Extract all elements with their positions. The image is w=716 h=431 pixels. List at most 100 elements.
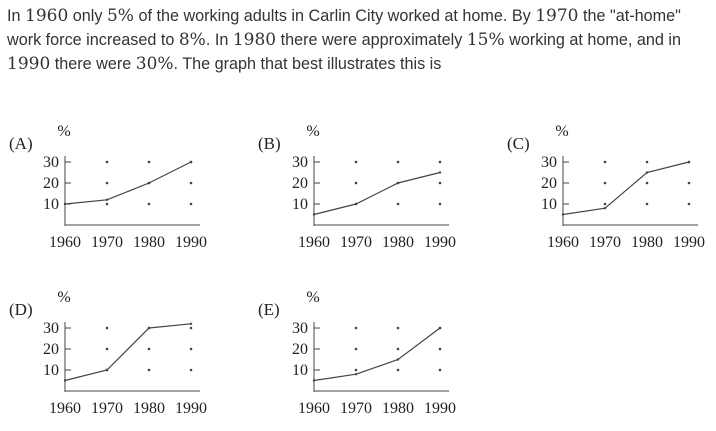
grid-dot bbox=[147, 368, 151, 372]
option-label: (A) bbox=[9, 134, 33, 153]
x-tick-label: 1970 bbox=[91, 234, 123, 251]
data-point bbox=[147, 181, 151, 185]
y-tick-label: 20 bbox=[43, 175, 59, 192]
grid-dot bbox=[438, 347, 442, 351]
y-tick-label: 10 bbox=[292, 362, 308, 379]
y-tick-label: 10 bbox=[43, 362, 59, 379]
chart-svg: (C)% 10 20 30 1960 1970 1980 1990 bbox=[507, 123, 705, 251]
x-tick-label: 1970 bbox=[589, 234, 621, 251]
grid-dot bbox=[687, 181, 691, 185]
grid-dot bbox=[147, 202, 151, 206]
grid-dot bbox=[603, 181, 607, 185]
x-tick-label: 1970 bbox=[91, 400, 123, 417]
grid-dot bbox=[396, 202, 400, 206]
option-e-chart[interactable]: (E)% 10 20 30 1960 1970 1980 1990 bbox=[256, 282, 486, 422]
x-tick-label: 1980 bbox=[133, 234, 165, 251]
grid-dot bbox=[105, 347, 109, 351]
grid-dot bbox=[189, 326, 193, 330]
grid-dot bbox=[189, 181, 193, 185]
grid-dot bbox=[354, 326, 358, 330]
series-line bbox=[64, 161, 192, 205]
grid-dot bbox=[189, 368, 193, 372]
y-axis-label: % bbox=[57, 123, 70, 140]
data-point bbox=[312, 213, 316, 216]
data-point bbox=[438, 326, 442, 330]
y-tick-label: 20 bbox=[541, 175, 557, 192]
question-text-segment: In bbox=[7, 7, 25, 25]
x-tick-label: 1970 bbox=[340, 234, 372, 251]
data-point bbox=[105, 368, 109, 372]
option-a-chart[interactable]: (A)% 10 20 30 1960 1970 1980 1990 bbox=[7, 116, 237, 256]
question-number: 1960 bbox=[25, 6, 69, 26]
y-axis-label: % bbox=[57, 289, 70, 306]
grid-dot bbox=[438, 181, 442, 185]
question-text-segment: only bbox=[68, 7, 107, 25]
option-b-chart[interactable]: (B)% 10 20 30 1960 1970 1980 1990 bbox=[256, 116, 486, 256]
grid-dot bbox=[687, 202, 691, 206]
y-tick-label: 30 bbox=[43, 320, 59, 337]
grid-dot bbox=[396, 160, 400, 164]
question-text-segment: . In bbox=[205, 31, 233, 49]
grid-dot bbox=[354, 160, 358, 164]
data-point bbox=[645, 171, 649, 174]
grid-dot bbox=[354, 347, 358, 351]
x-tick-label: 1960 bbox=[49, 234, 81, 251]
question-text-segment: there were approximately bbox=[276, 31, 467, 49]
data-point bbox=[396, 358, 400, 361]
chart-svg: (D)% 10 20 30 1960 1970 1980 1990 bbox=[9, 289, 207, 417]
chart-svg: (A)% 10 20 30 1960 1970 1980 1990 bbox=[9, 123, 207, 251]
question-text-segment: . The graph that best illustrates this i… bbox=[173, 55, 442, 73]
x-tick-label: 1990 bbox=[424, 400, 456, 417]
data-point bbox=[438, 171, 442, 174]
y-tick-label: 10 bbox=[292, 196, 308, 213]
question-number: 5% bbox=[106, 6, 134, 26]
data-point bbox=[687, 160, 691, 164]
series-line bbox=[313, 171, 441, 216]
question-number: 1990 bbox=[7, 54, 51, 74]
question-number: 8% bbox=[178, 30, 206, 50]
grid-dot bbox=[105, 181, 109, 185]
x-tick-label: 1990 bbox=[424, 234, 456, 251]
y-axis-label: % bbox=[555, 123, 568, 140]
grid-dot bbox=[189, 347, 193, 351]
grid-dot bbox=[645, 202, 649, 206]
grid-dot bbox=[396, 326, 400, 330]
question-number: 15% bbox=[466, 30, 505, 50]
option-label: (C) bbox=[507, 134, 530, 153]
option-c-chart[interactable]: (C)% 10 20 30 1960 1970 1980 1990 bbox=[505, 116, 716, 256]
data-point bbox=[105, 198, 109, 201]
x-tick-label: 1990 bbox=[673, 234, 705, 251]
data-point bbox=[189, 160, 193, 164]
option-d-chart[interactable]: (D)% 10 20 30 1960 1970 1980 1990 bbox=[7, 282, 237, 422]
grid-dot bbox=[105, 326, 109, 330]
grid-dot bbox=[189, 202, 193, 206]
question-number: 1970 bbox=[535, 6, 579, 26]
question-text-segment: of the working adults in Carlin City wor… bbox=[133, 7, 536, 25]
y-tick-label: 30 bbox=[43, 154, 59, 171]
question-text-segment: there were bbox=[50, 55, 136, 73]
series-line bbox=[562, 161, 690, 216]
y-tick-label: 20 bbox=[43, 341, 59, 358]
chart-svg: (E)% 10 20 30 1960 1970 1980 1990 bbox=[258, 289, 456, 417]
data-point bbox=[63, 379, 67, 382]
data-point bbox=[147, 326, 151, 330]
data-point bbox=[354, 202, 358, 206]
y-axis-label: % bbox=[306, 289, 319, 306]
grid-dot bbox=[438, 160, 442, 164]
option-label: (B) bbox=[258, 134, 281, 153]
grid-dot bbox=[105, 202, 109, 206]
question-text: In 1960 only 5% of the working adults in… bbox=[7, 4, 711, 76]
grid-dot bbox=[603, 160, 607, 164]
grid-dot bbox=[438, 202, 442, 206]
grid-dot bbox=[396, 347, 400, 351]
x-tick-label: 1960 bbox=[298, 400, 330, 417]
data-point bbox=[354, 373, 358, 376]
data-point bbox=[63, 202, 67, 206]
grid-dot bbox=[438, 368, 442, 372]
y-tick-label: 20 bbox=[292, 175, 308, 192]
grid-dot bbox=[147, 160, 151, 164]
grid-dot bbox=[396, 368, 400, 372]
option-label: (E) bbox=[258, 300, 280, 319]
y-axis-label: % bbox=[306, 123, 319, 140]
grid-dot bbox=[354, 181, 358, 185]
